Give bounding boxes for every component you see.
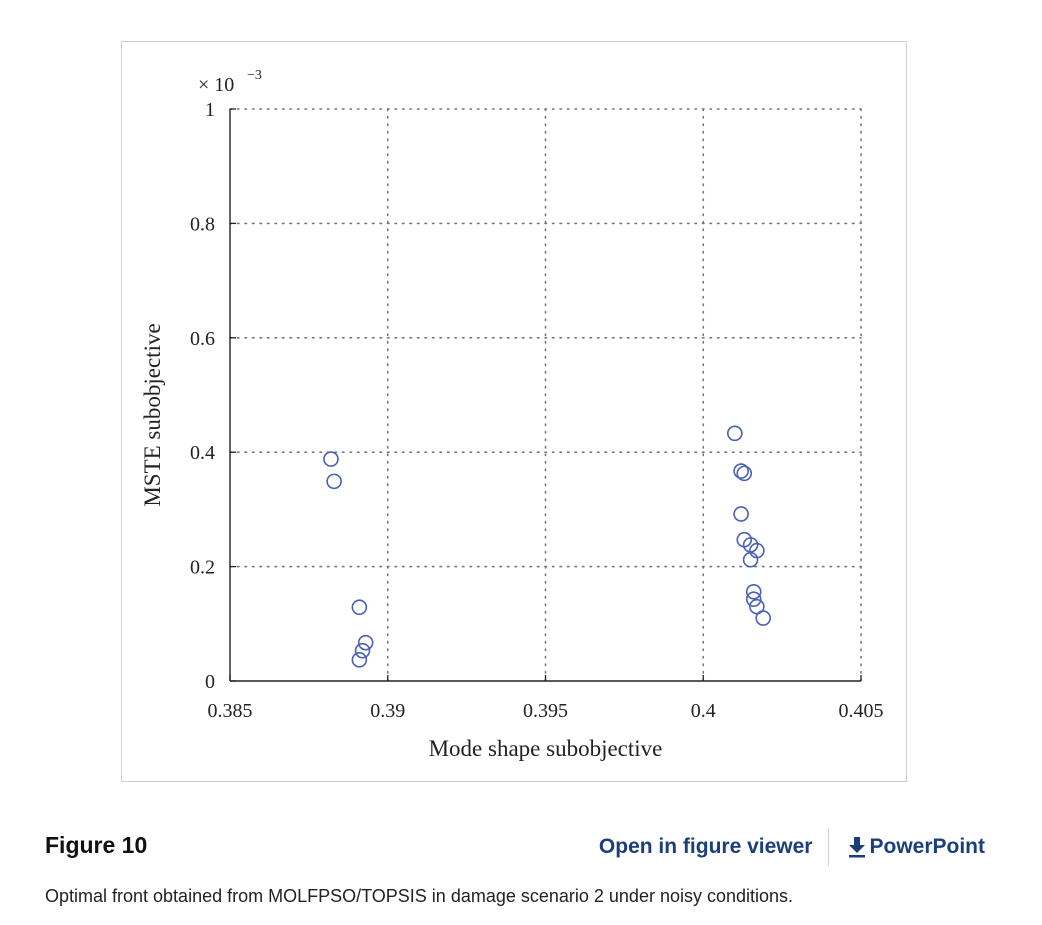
data-point [323, 451, 339, 467]
x-tick-label: 0.405 [839, 700, 884, 722]
data-point [742, 551, 759, 568]
data-point [326, 473, 342, 490]
data-point [351, 652, 368, 668]
y-tick-label: 0.4 [190, 442, 215, 464]
open-figure-viewer-link[interactable]: Open in figure viewer [599, 835, 813, 859]
x-tick-label: 0.39 [370, 700, 405, 722]
y-tick-label: 0 [205, 671, 215, 693]
data-point [351, 599, 368, 616]
data-point [354, 642, 371, 659]
y-scale-label: × 10 [198, 74, 234, 96]
open-figure-viewer-label: Open in figure viewer [598, 835, 813, 858]
x-tick-label: 0.385 [208, 700, 253, 722]
data-point [733, 506, 749, 522]
x-tick-label: 0.4 [691, 700, 716, 722]
y-scale-exponent: −3 [247, 68, 262, 83]
data-point [755, 610, 771, 626]
x-tick-label: 0.395 [523, 700, 568, 722]
powerpoint-label: PowerPoint [869, 835, 985, 858]
y-tick-label: 1 [205, 99, 215, 121]
y-tick-label: 0.8 [190, 213, 215, 235]
data-point [733, 463, 749, 479]
x-axis-label: Mode shape subobjective [429, 736, 663, 761]
figure-label: Figure 10 [45, 832, 148, 858]
y-tick-label: 0.6 [190, 328, 215, 350]
data-point [736, 465, 753, 482]
data-point [745, 591, 762, 608]
figure-caption: Optimal front obtained from MOLFPSO/TOPS… [45, 886, 794, 906]
y-tick-label: 0.2 [190, 557, 215, 579]
data-point [726, 425, 743, 442]
y-axis-label: MSTE subobjective [140, 323, 165, 506]
download-arrow-icon [847, 836, 867, 858]
powerpoint-download-link[interactable]: PowerPoint [847, 835, 985, 859]
data-point [745, 583, 762, 600]
figure-actions: Open in figure viewer PowerPoint [599, 828, 985, 866]
figure-image[interactable]: 0.385 0.39 0.395 0.4 0.405 0 0.2 0.4 0.6 0.8 1 × 10… [121, 41, 907, 782]
divider [828, 828, 830, 866]
data-point [357, 634, 374, 651]
scatter-chart: 0.385 0.39 0.395 0.4 0.405 0 0.2 0.4 0.6 0.8 1 × 10… [140, 68, 884, 761]
figure-header: Figure 10 Open in figure viewer PowerPoi… [45, 828, 985, 866]
